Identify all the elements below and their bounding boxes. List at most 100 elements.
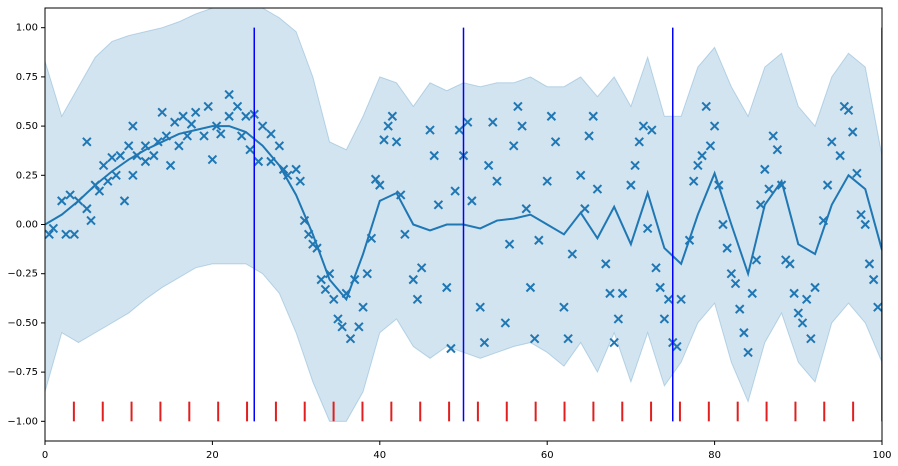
data-point <box>366 233 377 243</box>
y-tick-label: 0.75 <box>16 72 38 83</box>
data-point <box>416 263 427 273</box>
axes: 0 20 40 60 80 100 −1.00 −0.75 −0.50 −0.25 0.00 0.25… <box>7 23 891 461</box>
data-point <box>379 135 389 145</box>
data-point <box>224 89 234 100</box>
data-point <box>676 294 686 304</box>
data-point <box>98 160 109 171</box>
data-point <box>735 304 745 314</box>
data-point <box>672 341 682 352</box>
data-point <box>772 145 783 155</box>
data-point <box>232 101 243 112</box>
data-point <box>760 164 770 175</box>
plot-area <box>45 8 882 422</box>
data-point <box>186 119 197 129</box>
data-point <box>123 141 134 151</box>
data-point <box>387 111 398 121</box>
data-point <box>739 328 749 338</box>
data-point <box>358 302 368 312</box>
data-point <box>203 101 213 112</box>
data-point <box>82 204 92 214</box>
data-point <box>567 249 578 259</box>
data-point <box>337 322 347 332</box>
data-point <box>349 274 360 285</box>
data-point <box>329 294 339 304</box>
data-point <box>747 288 757 299</box>
data-point <box>475 302 485 312</box>
data-point <box>429 150 439 161</box>
data-point <box>128 170 138 181</box>
data-point <box>165 160 176 171</box>
data-point <box>224 111 234 121</box>
data-point <box>822 180 833 190</box>
data-point <box>345 333 356 344</box>
data-point <box>341 288 352 299</box>
y-tick-label: −0.75 <box>7 367 38 378</box>
data-point <box>82 137 92 147</box>
y-tick-label: −0.50 <box>7 318 38 329</box>
data-point <box>216 129 226 139</box>
data-point <box>467 196 477 206</box>
data-point <box>362 268 372 279</box>
data-point <box>241 111 251 121</box>
data-point <box>454 125 465 135</box>
data-point <box>425 125 435 135</box>
data-point <box>153 137 163 147</box>
data-point <box>257 121 268 131</box>
data-point <box>370 174 381 184</box>
data-point <box>651 263 661 273</box>
data-point <box>320 284 331 295</box>
data-point <box>324 268 335 279</box>
data-point <box>61 229 71 240</box>
data-point <box>57 196 67 206</box>
x-tick-label: 40 <box>373 450 386 461</box>
data-point <box>115 150 126 161</box>
data-point <box>48 223 59 234</box>
data-point <box>684 235 695 245</box>
data-point <box>617 288 628 299</box>
data-point <box>149 150 159 161</box>
data-point <box>789 288 799 299</box>
data-point <box>755 200 766 210</box>
data-point <box>291 164 301 175</box>
data-point <box>806 333 816 344</box>
data-point <box>613 314 624 324</box>
y-tick-label: 0.50 <box>16 121 38 132</box>
data-point <box>638 121 649 131</box>
data-point <box>107 152 117 163</box>
data-point <box>575 170 586 181</box>
data-point <box>504 239 515 249</box>
data-point <box>462 117 473 127</box>
data-point <box>211 121 222 131</box>
data-point <box>542 176 552 186</box>
data-point <box>663 294 674 304</box>
x-tick-label: 0 <box>42 450 48 461</box>
data-point <box>174 141 184 151</box>
data-point <box>509 141 519 151</box>
x-tick-label: 20 <box>206 450 219 461</box>
data-point <box>140 156 151 167</box>
data-point <box>785 259 795 269</box>
data-point <box>86 215 96 226</box>
y-tick-label: −0.25 <box>7 269 38 280</box>
data-point <box>584 131 594 141</box>
data-point <box>132 150 142 161</box>
data-point <box>609 337 619 348</box>
data-point <box>45 229 54 240</box>
data-point <box>726 268 737 279</box>
data-point <box>111 170 121 181</box>
x-tick-label: 80 <box>708 450 721 461</box>
data-point <box>801 294 812 304</box>
data-point <box>642 223 653 234</box>
data-point <box>764 184 774 194</box>
data-point <box>605 288 615 299</box>
data-point <box>529 333 540 344</box>
data-point <box>714 180 724 190</box>
data-point <box>827 137 837 147</box>
data-point <box>303 229 314 240</box>
data-point <box>701 101 711 112</box>
data-point <box>718 219 728 230</box>
data-point <box>693 160 703 171</box>
data-point <box>860 219 870 230</box>
data-point <box>868 274 879 285</box>
data-point <box>559 302 569 312</box>
